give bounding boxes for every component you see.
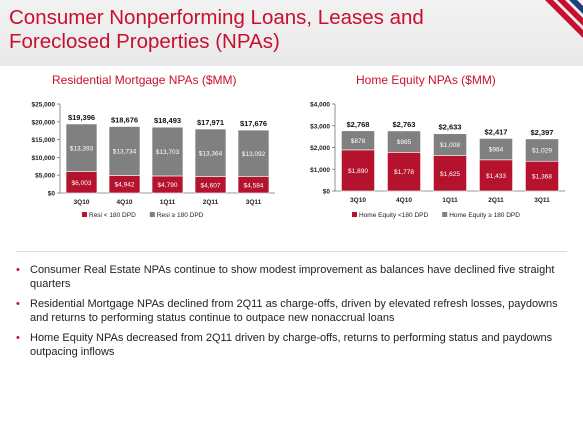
y-tick-label: $0 [48,191,56,198]
total-label: $17,971 [197,118,224,127]
x-tick-label: 4Q10 [117,199,133,206]
flag-logo-icon [545,0,583,38]
bar-segment [65,123,98,172]
x-tick-label: 1Q11 [442,197,458,204]
data-label: $1,433 [486,173,506,180]
bullet-text: Home Equity NPAs decreased from 2Q11 dri… [30,332,553,358]
data-label: $4,584 [244,182,264,189]
total-label: $18,676 [111,116,138,125]
data-label: $13,703 [156,149,180,156]
data-label: $1,890 [348,168,368,175]
y-tick-label: $10,000 [32,155,56,162]
total-label: $17,676 [240,119,267,128]
data-label: $984 [489,147,504,154]
legend-swatch [352,212,357,217]
page-title: Consumer Nonperforming Loans, Leases and… [9,6,424,53]
y-tick-label: $1,000 [310,167,330,174]
bar-segment [387,152,421,192]
data-label: $4,607 [201,182,221,189]
bullet-item: • Residential Mortgage NPAs declined from… [16,297,560,325]
bar-segment [479,138,513,161]
y-tick-label: $3,000 [310,123,330,130]
x-tick-label: 2Q11 [203,199,219,206]
title-bar: Consumer Nonperforming Loans, Leases and… [0,0,583,66]
bullet-text: Consumer Real Estate NPAs continue to sh… [30,264,555,290]
legend-label: Resi ≥ 180 DPD [157,212,204,219]
data-label: $6,003 [72,180,92,187]
home-equity-chart: $0 $1,000 $2,000 $3,000 $4,000 $1,890 $878 $2,7… [310,102,565,219]
bar-segment [433,133,467,156]
bullet-icon: • [16,264,20,276]
data-label: $13,364 [199,150,223,157]
bar-segment [387,130,421,153]
x-tick-label: 3Q11 [246,199,262,206]
y-tick-label: $25,000 [32,102,56,109]
y-tick-label: $0 [323,189,331,196]
data-label: $1,625 [440,171,460,178]
x-tick-label: 3Q10 [350,197,366,204]
total-label: $2,768 [347,120,370,129]
residential-mortgage-chart: $0 $5,000 $10,000 $15,000 $20,000 $25,000 $6,0… [32,102,275,219]
bar-segment [341,149,375,192]
y-tick-label: $4,000 [310,102,330,109]
data-label: $13,092 [242,151,266,158]
y-tick-label: $15,000 [32,137,56,144]
bar-segment [237,129,270,177]
x-tick-label: 4Q10 [396,197,412,204]
bar-segment [525,138,559,162]
legend-swatch [442,212,448,217]
data-label: $1,778 [394,169,414,176]
bullet-icon: • [16,298,20,310]
total-label: $18,493 [154,116,181,125]
bullet-list: • Consumer Real Estate NPAs continue to s… [16,263,560,365]
y-tick-label: $5,000 [35,173,55,180]
bullet-icon: • [16,332,20,344]
bullet-item: • Consumer Real Estate NPAs continue to s… [16,263,560,291]
total-label: $2,397 [531,128,554,137]
total-label: $19,396 [68,113,95,122]
x-tick-label: 1Q11 [160,199,176,206]
bar-segment [525,160,559,192]
legend-swatch [149,212,155,217]
legend-label: Home Equity ≥ 180 DPD [449,212,520,219]
x-tick-label: 2Q11 [488,197,504,204]
bar-segment [341,130,375,151]
x-tick-label: 3Q10 [74,199,90,206]
data-label: $13,734 [113,148,137,155]
x-tick-label: 3Q11 [534,197,550,204]
legend-label: Resi < 180 DPD [89,212,136,219]
legend-label: Home Equity <180 DPD [359,212,428,219]
total-label: $2,763 [393,120,416,129]
bar-segment [194,128,227,177]
bar-segment [151,126,184,177]
data-label: $985 [397,139,412,146]
divider [16,251,567,252]
home-equity-chart-title: Home Equity NPAs ($MM) [356,73,496,87]
bar-segment [108,126,141,176]
y-tick-label: $20,000 [32,119,56,126]
data-label: $878 [351,138,366,145]
data-label: $1,368 [532,174,552,181]
y-tick-label: $2,000 [310,145,330,152]
data-label: $1,008 [440,142,460,149]
legend-swatch [82,212,87,217]
bullet-item: • Home Equity NPAs decreased from 2Q11 dr… [16,331,560,359]
data-label: $13,393 [70,145,94,152]
total-label: $2,417 [485,127,508,136]
residential-chart-title: Residential Mortgage NPAs ($MM) [52,73,237,87]
data-label: $1,029 [532,148,552,155]
data-label: $4,942 [115,182,135,189]
total-label: $2,633 [439,123,462,132]
bullet-text: Residential Mortgage NPAs declined from … [30,298,558,324]
bar-segment [479,159,513,192]
data-label: $4,790 [158,182,178,189]
